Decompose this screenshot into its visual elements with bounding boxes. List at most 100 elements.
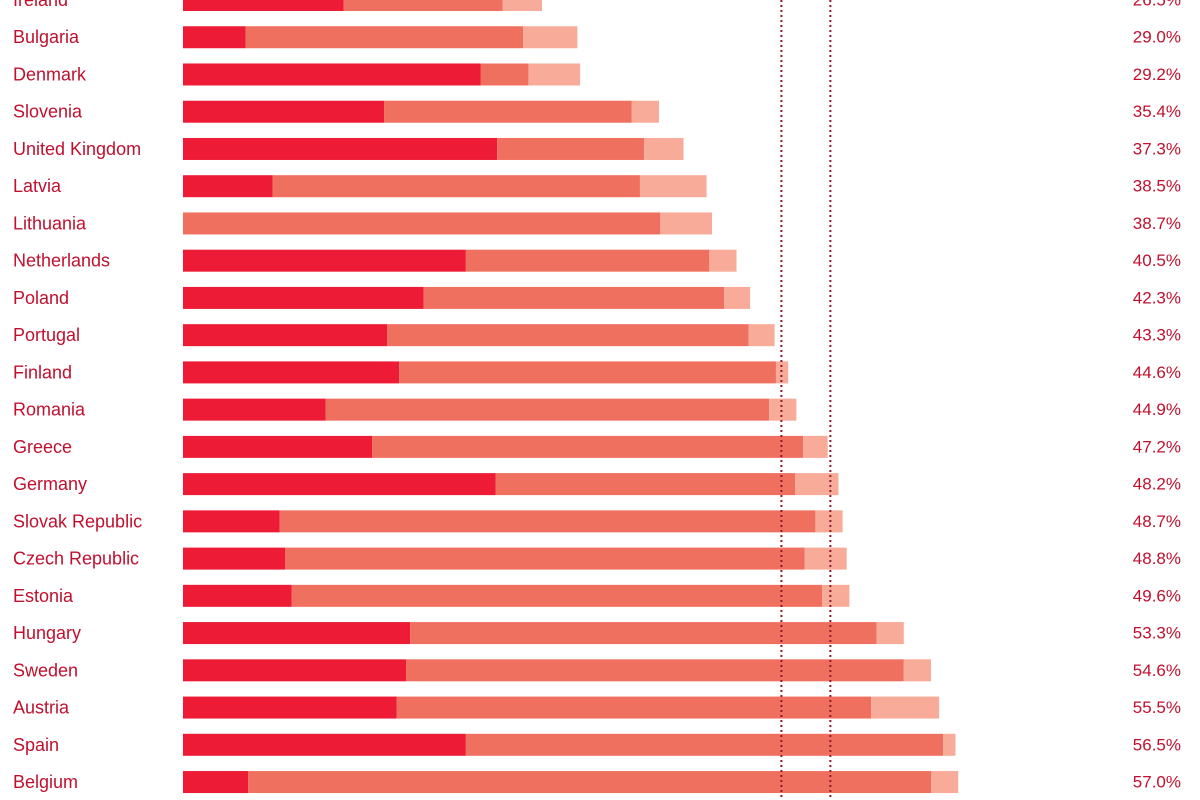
bar-segment-3 — [631, 100, 659, 123]
chart-row: Hungary 53.3% — [13, 622, 1181, 645]
bar-segment-1 — [183, 622, 411, 645]
bar-segment-3 — [943, 733, 956, 756]
bar-segment-1 — [183, 100, 385, 123]
bar-segment-2 — [183, 212, 661, 235]
bar-segment-1 — [183, 510, 280, 533]
bar-segment-2 — [248, 771, 931, 794]
bar-segment-3 — [644, 137, 684, 160]
total-value-label: 38.5% — [1133, 177, 1181, 196]
country-label: Austria — [13, 698, 70, 718]
total-value-label: 44.6% — [1133, 363, 1181, 382]
chart-row: Spain 56.5% — [13, 733, 1181, 756]
total-value-label: 47.2% — [1133, 437, 1181, 456]
bar-segment-3 — [903, 659, 931, 682]
bar-segment-3 — [769, 398, 797, 421]
chart-row: Germany 48.2% — [13, 473, 1181, 496]
bar-segment-2 — [465, 733, 944, 756]
bar-segment-3 — [523, 26, 578, 49]
bar-segment-2 — [325, 398, 770, 421]
bar-segment-1 — [183, 286, 424, 309]
bar-segment-1 — [183, 175, 273, 198]
total-value-label: 37.3% — [1133, 139, 1181, 158]
bar-segment-2 — [384, 100, 632, 123]
bar-segment-1 — [183, 771, 249, 794]
bar-segment-3 — [822, 584, 850, 607]
country-label: Hungary — [13, 623, 81, 643]
bar-segment-2 — [497, 137, 645, 160]
country-label: Belgium — [13, 772, 78, 792]
country-label: Sweden — [13, 660, 78, 680]
country-label: Bulgaria — [13, 27, 80, 47]
chart-row: Portugal 43.3% — [13, 324, 1181, 347]
bar-segment-2 — [410, 622, 877, 645]
bar-segment-1 — [183, 473, 496, 496]
chart-row: Bulgaria 29.0% — [13, 26, 1181, 49]
chart-row: Belgium 57.0% — [13, 771, 1181, 794]
chart-row: Austria 55.5% — [13, 696, 1181, 719]
total-value-label: 48.7% — [1133, 512, 1181, 531]
bar-segment-3 — [528, 63, 581, 86]
bar-segment-3 — [502, 0, 543, 11]
country-label: Slovenia — [13, 102, 83, 122]
country-label: Spain — [13, 735, 59, 755]
country-label: Finland — [13, 362, 72, 382]
bar-segment-2 — [279, 510, 816, 533]
country-label: Slovak Republic — [13, 511, 142, 531]
total-value-label: 26.5% — [1133, 0, 1181, 10]
chart-row: Estonia 49.6% — [13, 584, 1181, 607]
chart-row: Sweden 54.6% — [13, 659, 1181, 682]
bar-segment-2 — [423, 286, 725, 309]
country-label: Lithuania — [13, 213, 87, 233]
total-value-label: 43.3% — [1133, 326, 1181, 345]
total-value-label: 29.2% — [1133, 65, 1181, 84]
total-value-label: 44.9% — [1133, 400, 1181, 419]
bar-segment-1 — [183, 733, 466, 756]
chart-row: Netherlands 40.5% — [13, 249, 1181, 272]
chart-row: Lithuania 38.7% — [13, 212, 1181, 235]
chart-row: Greece 47.2% — [13, 435, 1181, 458]
total-value-label: 48.8% — [1133, 549, 1181, 568]
bar-segment-1 — [183, 324, 387, 347]
chart-row: Romania 44.9% — [13, 398, 1181, 421]
bar-segment-2 — [495, 473, 795, 496]
bar-segment-3 — [804, 547, 847, 570]
bar-segment-2 — [372, 435, 804, 458]
bar-segment-3 — [871, 696, 940, 719]
total-value-label: 55.5% — [1133, 698, 1181, 717]
bar-segment-3 — [660, 212, 713, 235]
total-value-label: 40.5% — [1133, 251, 1181, 270]
bar-segment-1 — [183, 249, 466, 272]
bar-segment-1 — [183, 398, 326, 421]
chart-row: Ireland 26.5% — [13, 0, 1181, 11]
chart-row: Czech Republic 48.8% — [13, 547, 1181, 570]
bar-segment-2 — [291, 584, 823, 607]
bar-segment-2 — [343, 0, 503, 11]
bar-segment-3 — [748, 324, 775, 347]
bar-segment-1 — [183, 137, 498, 160]
chart-row: Slovak Republic 48.7% — [13, 510, 1181, 533]
country-label: Estonia — [13, 586, 74, 606]
total-value-label: 29.0% — [1133, 28, 1181, 47]
bar-segment-2 — [465, 249, 710, 272]
bar-segment-1 — [183, 0, 344, 11]
bar-segment-1 — [183, 63, 481, 86]
bar-segment-2 — [480, 63, 529, 86]
bar-segment-2 — [387, 324, 749, 347]
total-value-label: 38.7% — [1133, 214, 1181, 233]
chart-row: United Kingdom 37.3% — [13, 137, 1181, 160]
country-label: Czech Republic — [13, 549, 139, 569]
country-label: Germany — [13, 474, 87, 494]
bar-segment-2 — [285, 547, 805, 570]
bar-segment-3 — [795, 473, 839, 496]
bar-segment-2 — [406, 659, 904, 682]
bar-segment-1 — [183, 696, 397, 719]
country-label: Denmark — [13, 64, 87, 84]
country-label: Greece — [13, 437, 72, 457]
chart-row: Finland 44.6% — [13, 361, 1181, 384]
country-label: Ireland — [13, 0, 68, 10]
bar-segment-1 — [183, 361, 400, 384]
total-value-label: 48.2% — [1133, 475, 1181, 494]
total-value-label: 57.0% — [1133, 773, 1181, 792]
country-label: Poland — [13, 288, 69, 308]
bar-segment-1 — [183, 435, 373, 458]
